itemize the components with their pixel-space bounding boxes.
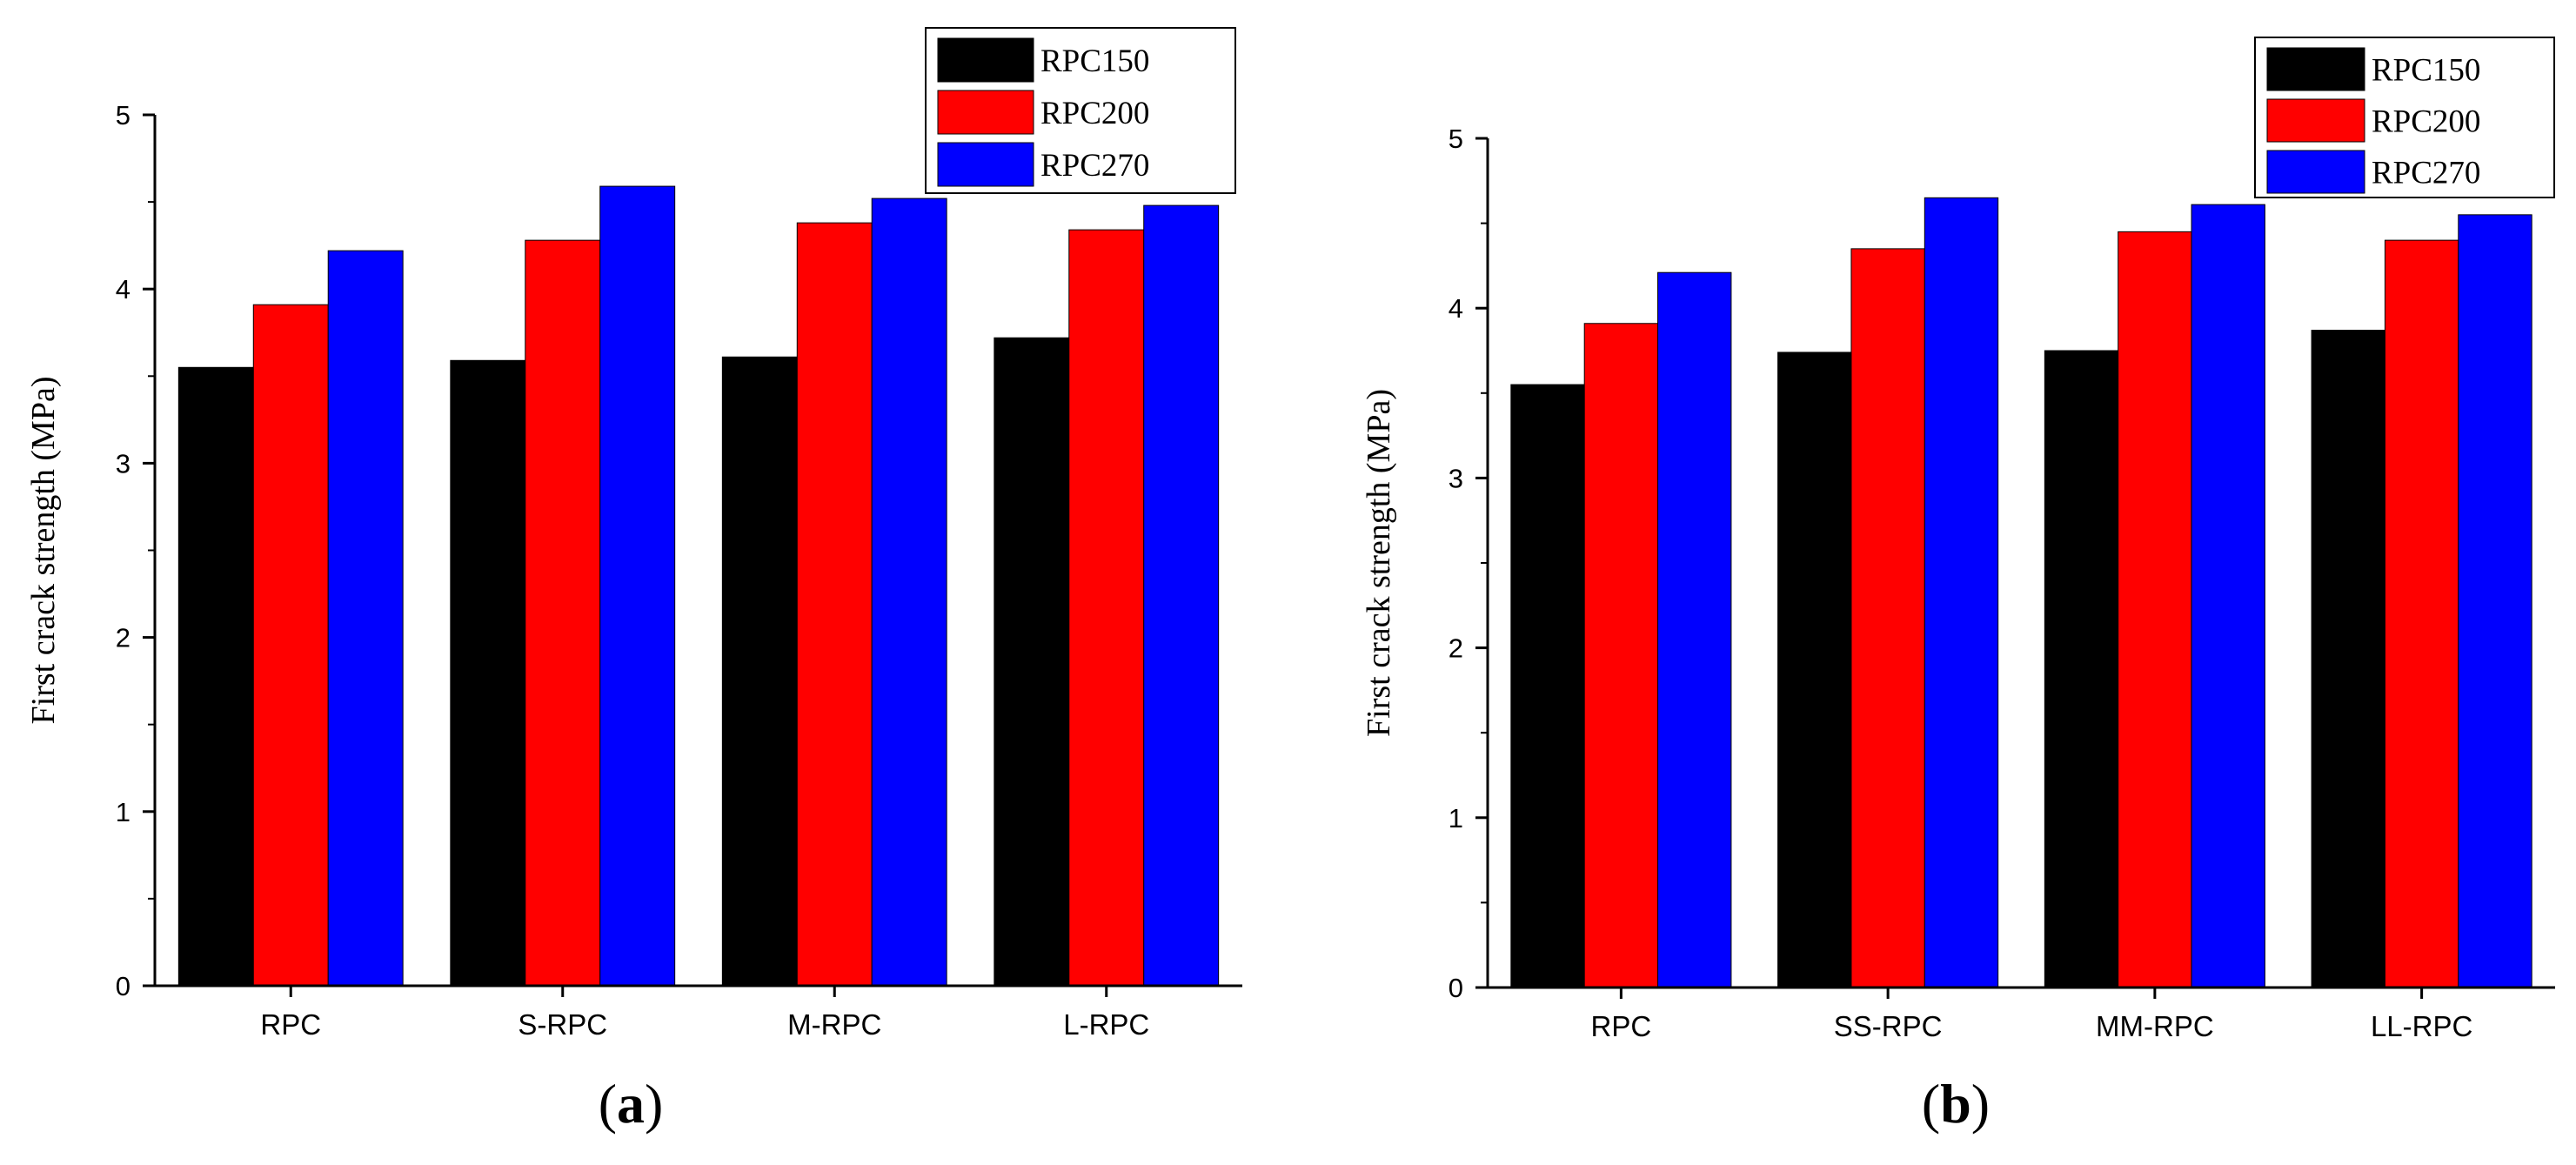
legend: RPC150 RPC200 RPC270 [925,27,1236,194]
legend: RPC150 RPC200 RPC270 [2254,37,2555,198]
bar-rpc150-rpc [177,366,254,987]
y-tick-label: 5 [116,100,130,131]
y-tick-label: 4 [1449,293,1463,324]
legend-swatch-rpc270 [937,142,1034,187]
x-tick-label: LL-RPC [2371,1010,2472,1042]
bar-rpc270-ss-rpc [1924,197,1999,988]
panel-label-a: (a) [599,1073,664,1135]
bar-rpc150-m-rpc [721,356,798,987]
legend-label-rpc150: RPC150 [2372,53,2480,89]
x-tick-label: M-RPC [787,1008,881,1041]
x-tick-label: L-RPC [1063,1008,1149,1041]
y-tick-label: 0 [116,971,130,1001]
x-tick-label: RPC [260,1008,321,1041]
y-tick-label: 2 [116,623,130,653]
bar-rpc270-ll-rpc [2458,214,2533,988]
bar-rpc270-rpc [1657,271,1732,988]
bar-rpc270-rpc [327,250,404,987]
y-axis-label: First crack strength (MPa) [25,377,62,725]
bar-rpc200-rpc [1583,323,1659,988]
bar-rpc200-ll-rpc [2384,239,2459,988]
bar-rpc270-m-rpc [871,198,947,987]
bar-rpc200-rpc [252,304,329,987]
panel-label-b: (b) [1922,1073,1990,1135]
legend-swatch-rpc150 [937,37,1034,83]
chart-b: 0 1 2 3 4 5 RPC SS-RPC MM-RPC LL-RPC First crack s… [1361,37,2555,1135]
bar-rpc270-mm-rpc [2191,204,2265,988]
x-tick-label: S-RPC [518,1008,607,1041]
legend-label-rpc150: RPC150 [1040,44,1149,79]
x-tick-label: SS-RPC [1834,1010,1943,1042]
y-axis-label: First crack strength (MPa) [1361,389,1397,737]
y-tick-label: 1 [116,797,130,827]
chart-a: 0 1 2 3 4 5 RPC S-RPC M-RPC L-RPC First crack stre… [25,27,1242,1135]
bar-rpc270-l-rpc [1143,204,1220,987]
y-tick-label: 5 [1449,124,1463,154]
legend-swatch-rpc200 [937,90,1034,135]
y-tick-label: 1 [1449,803,1463,834]
legend-label-rpc200: RPC200 [1040,96,1149,131]
legend-swatch-rpc270 [2266,150,2365,194]
y-tick-label: 3 [1449,463,1463,493]
y-tick-label: 0 [1449,973,1463,1003]
bar-rpc200-ss-rpc [1850,248,1925,988]
y-tick-label: 2 [1449,633,1463,664]
bar-rpc150-ss-rpc [1777,352,1852,988]
x-tick-label: MM-RPC [2096,1010,2214,1042]
y-tick-label: 4 [116,274,130,305]
bar-rpc200-l-rpc [1068,229,1145,987]
bar-rpc150-mm-rpc [2044,350,2119,988]
legend-label-rpc200: RPC200 [2372,104,2480,140]
bar-rpc150-rpc [1510,384,1585,988]
bar-rpc200-m-rpc [796,222,873,987]
bar-rpc200-s-rpc [525,239,601,987]
legend-label-rpc270: RPC270 [2372,156,2480,191]
x-tick-label: RPC [1591,1010,1652,1042]
bar-rpc150-ll-rpc [2311,330,2385,988]
legend-swatch-rpc200 [2266,98,2365,143]
legend-label-rpc270: RPC270 [1040,148,1149,184]
legend-swatch-rpc150 [2266,47,2365,91]
bar-rpc270-s-rpc [599,185,676,987]
bar-rpc200-mm-rpc [2118,231,2192,988]
bar-rpc150-l-rpc [994,337,1070,987]
bar-rpc150-s-rpc [450,359,526,987]
y-tick-label: 3 [116,448,130,479]
